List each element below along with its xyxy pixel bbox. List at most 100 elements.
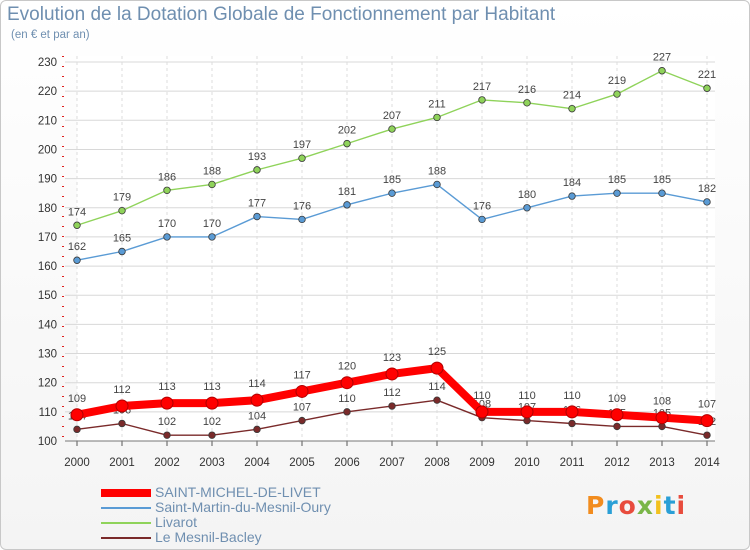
data-label: 170	[158, 218, 176, 230]
data-point	[388, 125, 396, 133]
data-label: 176	[473, 200, 491, 212]
data-label: 123	[383, 352, 401, 364]
data-point	[295, 384, 309, 398]
data-point	[118, 247, 126, 256]
logo-letter: o	[618, 491, 637, 520]
data-point	[388, 402, 396, 410]
x-tick-label: 2012	[604, 457, 630, 469]
data-label: 107	[698, 399, 716, 411]
legend-label: SAINT-MICHEL-DE-LIVET	[155, 484, 321, 500]
data-point	[160, 396, 174, 410]
data-label: 104	[248, 410, 266, 422]
data-point	[433, 180, 441, 189]
data-point	[208, 180, 216, 189]
data-point	[253, 212, 261, 221]
logo-letter: x	[636, 491, 654, 520]
data-point	[298, 416, 306, 425]
data-point	[433, 396, 441, 404]
data-point	[478, 96, 486, 104]
data-label: 216	[518, 84, 536, 96]
x-tick-label: 2006	[334, 457, 360, 469]
data-point	[565, 405, 579, 419]
data-point	[73, 221, 81, 229]
proxiti-logo: Proxiti	[586, 491, 686, 520]
data-label: 109	[608, 393, 626, 405]
y-tick-label: 210	[38, 115, 57, 127]
data-point	[430, 361, 444, 375]
data-point	[433, 113, 441, 122]
data-point	[298, 215, 306, 224]
legend-label: Livarot	[155, 514, 198, 530]
logo-letter: r	[605, 491, 619, 520]
data-label: 185	[383, 174, 401, 186]
data-label: 186	[158, 171, 176, 183]
x-tick-label: 2009	[469, 457, 495, 469]
data-label: 107	[293, 402, 311, 414]
y-tick-label: 130	[38, 349, 57, 361]
x-tick-label: 2014	[694, 457, 720, 469]
data-point	[208, 233, 216, 241]
legend-label: Le Mesnil-Bacley	[155, 529, 262, 545]
data-label: 110	[473, 390, 491, 402]
data-point	[163, 431, 171, 439]
data-point	[208, 431, 216, 439]
legend-swatch	[101, 522, 151, 524]
data-point	[478, 215, 486, 224]
logo-letter: i	[676, 491, 687, 520]
x-tick-label: 2002	[154, 457, 180, 469]
y-tick-label: 180	[38, 203, 57, 215]
y-tick-label: 100	[38, 436, 57, 448]
data-point	[658, 189, 666, 197]
x-tick-label: 2000	[64, 457, 90, 469]
data-label: 188	[428, 165, 446, 177]
data-label: 211	[428, 98, 446, 110]
data-point	[343, 408, 351, 416]
y-tick-label: 110	[39, 407, 57, 419]
data-point	[568, 192, 576, 200]
legend-swatch	[101, 489, 151, 497]
data-label: 162	[68, 241, 86, 253]
y-tick-label: 220	[38, 86, 57, 98]
y-tick-label: 200	[38, 144, 57, 156]
data-label: 193	[248, 151, 266, 163]
data-point	[613, 90, 621, 98]
data-label: 219	[608, 75, 626, 87]
logo-letter: i	[654, 491, 664, 520]
data-label: 112	[383, 387, 401, 399]
data-label: 117	[293, 369, 311, 381]
data-label: 202	[338, 125, 356, 137]
data-point	[70, 408, 84, 422]
data-point	[523, 99, 531, 107]
y-tick-label: 170	[38, 232, 57, 244]
data-point	[298, 154, 306, 162]
data-label: 110	[563, 390, 581, 402]
data-label: 184	[563, 177, 581, 189]
data-point	[385, 367, 399, 381]
x-tick-label: 2001	[109, 457, 135, 469]
data-label: 114	[428, 381, 446, 393]
data-point	[73, 256, 81, 264]
data-point	[115, 399, 129, 413]
x-tick-label: 2004	[244, 457, 270, 469]
data-point	[475, 405, 489, 419]
x-tick-label: 2005	[289, 457, 315, 469]
data-point	[520, 405, 534, 419]
data-label: 109	[68, 393, 86, 405]
data-point	[340, 376, 354, 390]
data-label: 214	[563, 90, 581, 102]
y-tick-label: 120	[38, 378, 57, 390]
data-point	[73, 425, 81, 434]
logo-letter: P	[586, 491, 606, 520]
data-label: 113	[158, 381, 176, 393]
data-label: 207	[383, 110, 401, 122]
data-label: 125	[428, 346, 446, 358]
data-label: 180	[518, 189, 536, 201]
data-point	[343, 139, 351, 148]
x-tick-label: 2013	[649, 457, 675, 469]
data-point	[703, 431, 711, 439]
data-label: 110	[338, 393, 356, 405]
data-label: 177	[248, 198, 266, 210]
data-point	[253, 425, 261, 434]
